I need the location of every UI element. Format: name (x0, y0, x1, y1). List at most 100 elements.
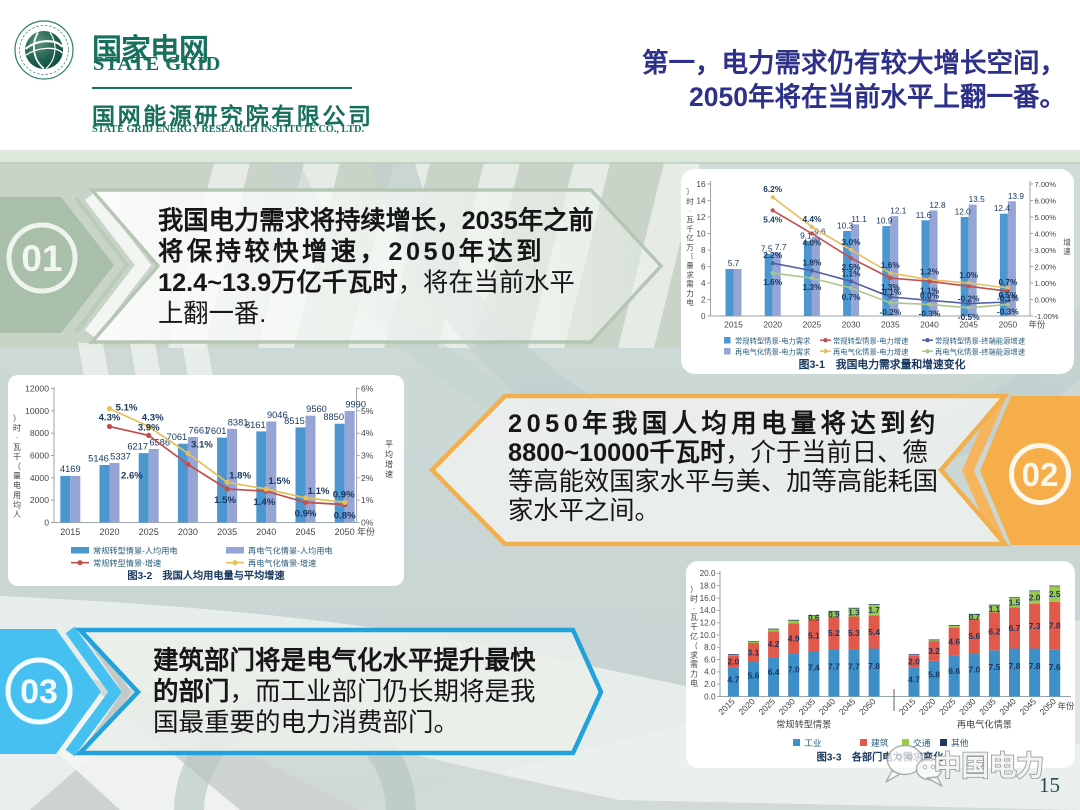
svg-text:1.6%: 1.6% (763, 277, 783, 287)
svg-text:4.3%: 4.3% (142, 413, 164, 424)
svg-text:常规转型情景-电力增速: 常规转型情景-电力增速 (833, 336, 909, 345)
svg-text:0.5%: 0.5% (998, 290, 1018, 300)
svg-text:5%: 5% (361, 406, 374, 416)
svg-text:1.1%: 1.1% (842, 268, 862, 278)
svg-text:2025: 2025 (139, 527, 159, 537)
svg-text:4%: 4% (361, 428, 374, 438)
svg-text:7601: 7601 (206, 426, 227, 436)
svg-text:13.5: 13.5 (969, 194, 986, 204)
svg-text:电: 电 (690, 678, 698, 688)
svg-text:平: 平 (385, 440, 393, 449)
svg-text:12.1: 12.1 (890, 206, 907, 216)
svg-text:9560: 9560 (306, 404, 327, 414)
svg-text:20.0: 20.0 (700, 569, 716, 578)
svg-text:11.6: 11.6 (916, 210, 932, 220)
svg-text:4.7: 4.7 (908, 674, 920, 684)
svg-text:2: 2 (701, 295, 706, 304)
svg-text:6.2: 6.2 (988, 626, 1000, 636)
svg-text:12000: 12000 (25, 384, 49, 394)
svg-text:0.9%: 0.9% (333, 489, 355, 500)
svg-text:3.2: 3.2 (928, 646, 940, 656)
svg-text:6.7: 6.7 (1009, 623, 1021, 633)
svg-text:6000: 6000 (30, 451, 49, 461)
svg-text:（: （ (13, 462, 21, 471)
svg-text:9046: 9046 (267, 410, 288, 420)
svg-text:9990: 9990 (345, 399, 366, 409)
svg-text:常规转型情景-电力需求: 常规转型情景-电力需求 (735, 336, 811, 345)
svg-text:速: 速 (1063, 247, 1071, 256)
svg-text:12.4: 12.4 (994, 203, 1011, 213)
svg-text:2.2%: 2.2% (763, 250, 783, 260)
svg-text:8381: 8381 (228, 417, 249, 427)
svg-text:千: 千 (13, 451, 21, 461)
svg-text:-0.1%: -0.1% (879, 287, 901, 297)
svg-text:2%: 2% (361, 473, 374, 483)
svg-text:需: 需 (690, 660, 698, 669)
svg-text:02: 02 (1022, 456, 1059, 493)
svg-text:6%: 6% (361, 384, 374, 394)
svg-text:4: 4 (701, 279, 706, 288)
svg-text:千: 千 (686, 223, 694, 233)
svg-text:0.6: 0.6 (808, 614, 820, 623)
svg-text:7.5: 7.5 (761, 244, 773, 254)
svg-text:2.0: 2.0 (704, 680, 716, 689)
svg-text:7.4: 7.4 (808, 663, 820, 673)
svg-text:2030: 2030 (178, 527, 198, 537)
svg-text:12.0: 12.0 (700, 619, 716, 628)
svg-text:3.1%: 3.1% (191, 439, 213, 450)
svg-text:0.8%: 0.8% (334, 511, 356, 522)
svg-text:7061: 7061 (167, 432, 188, 442)
svg-text:8: 8 (701, 246, 706, 255)
svg-text:7.0: 7.0 (968, 664, 980, 674)
svg-text:0.9: 0.9 (828, 610, 840, 619)
svg-text:瓦: 瓦 (690, 613, 698, 622)
svg-text:7.8: 7.8 (868, 661, 880, 671)
svg-text:年份: 年份 (1058, 701, 1075, 711)
svg-text:2.6%: 2.6% (121, 470, 143, 481)
svg-text:中国电力: 中国电力 (934, 750, 1044, 781)
svg-text:年份: 年份 (1029, 320, 1046, 330)
svg-text:1.1%: 1.1% (308, 486, 330, 497)
svg-text:量: 量 (13, 472, 21, 481)
svg-text:力: 力 (686, 288, 694, 298)
svg-text:-0.2%: -0.2% (958, 294, 980, 304)
svg-text:·: · (16, 433, 19, 442)
svg-text:·: · (689, 206, 692, 215)
svg-text:-0.3%: -0.3% (919, 308, 941, 318)
svg-text:7.8: 7.8 (1029, 661, 1041, 671)
svg-text:10.9: 10.9 (876, 216, 893, 226)
svg-text:0%: 0% (361, 518, 374, 528)
svg-text:2.5: 2.5 (1049, 590, 1061, 599)
svg-text:常规转型情景-增速: 常规转型情景-增速 (93, 558, 161, 568)
svg-text:5.1%: 5.1% (116, 403, 138, 414)
svg-text:8850: 8850 (323, 412, 344, 422)
svg-text:人: 人 (13, 510, 21, 519)
svg-text:5.6: 5.6 (748, 670, 760, 680)
svg-text:需: 需 (686, 280, 694, 289)
svg-text:0: 0 (44, 518, 49, 528)
svg-text:4.7: 4.7 (727, 674, 739, 684)
svg-text:7.8: 7.8 (1009, 661, 1021, 671)
svg-text:）: ） (13, 414, 21, 423)
svg-text:10.3: 10.3 (837, 221, 854, 231)
svg-text:7661: 7661 (189, 426, 210, 436)
svg-text:万: 万 (686, 243, 694, 252)
svg-text:再电气化情景-电力增速: 再电气化情景-电力增速 (833, 347, 909, 356)
svg-text:2015: 2015 (60, 527, 80, 537)
svg-text:求: 求 (690, 650, 698, 660)
svg-text:亿: 亿 (686, 233, 694, 243)
svg-text:2045: 2045 (295, 527, 315, 537)
svg-text:6.0: 6.0 (704, 655, 716, 664)
svg-text:（: （ (690, 641, 698, 650)
svg-text:4000: 4000 (30, 473, 49, 483)
svg-text:再电气化情景-电力需求: 再电气化情景-电力需求 (735, 347, 811, 356)
svg-text:10000: 10000 (25, 406, 49, 416)
svg-text:5.00%: 5.00% (1035, 213, 1057, 222)
svg-text:11.1: 11.1 (851, 214, 867, 224)
svg-text:12.0: 12.0 (955, 207, 972, 217)
svg-text:0.7%: 0.7% (842, 292, 862, 302)
svg-text:再电气化情景-增速: 再电气化情景-增速 (248, 558, 316, 568)
svg-text:2.5%: 2.5% (842, 262, 862, 272)
svg-text:用: 用 (13, 491, 21, 500)
svg-text:-0.2%: -0.2% (879, 307, 901, 317)
